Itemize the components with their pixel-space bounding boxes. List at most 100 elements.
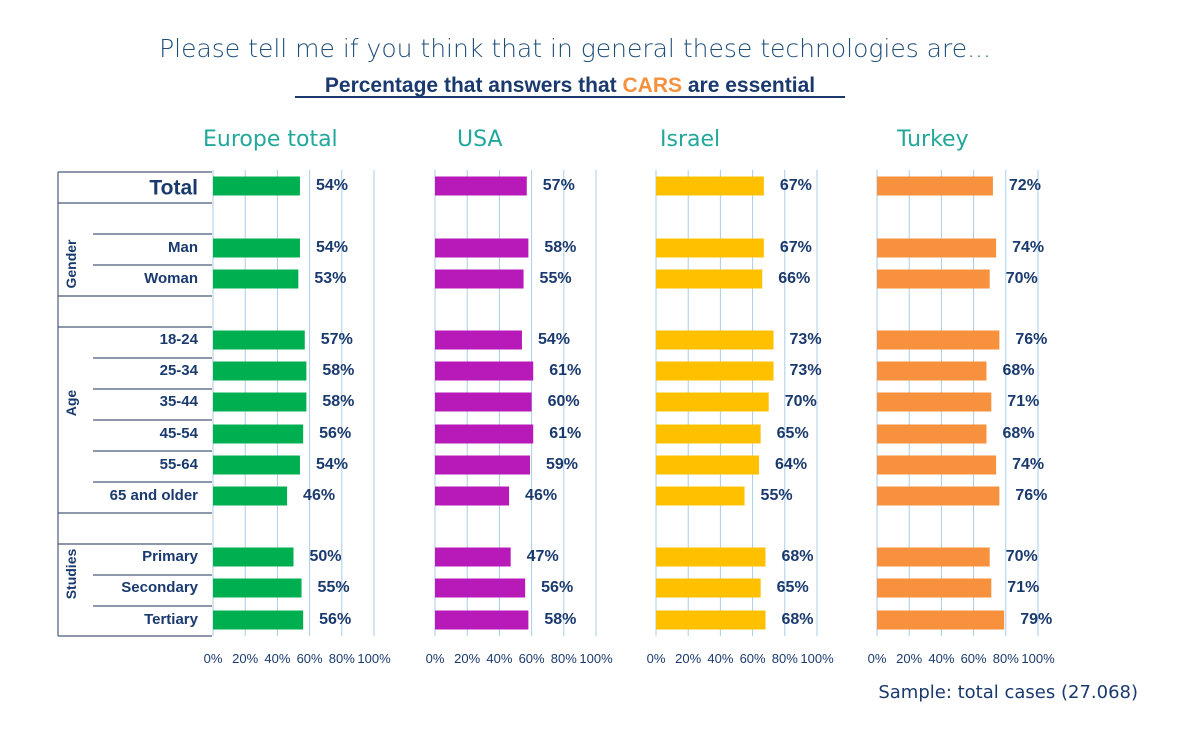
- bar: [877, 424, 987, 444]
- value-label: 59%: [546, 456, 578, 473]
- bar: [435, 486, 510, 506]
- value-label: 56%: [319, 611, 351, 628]
- bar: [435, 269, 524, 289]
- value-label: 54%: [316, 177, 348, 194]
- bar: [435, 176, 527, 196]
- bar: [656, 486, 745, 506]
- value-label: 74%: [1012, 239, 1044, 256]
- value-label: 54%: [316, 456, 348, 473]
- bar: [213, 486, 288, 506]
- x-tick-label: 20%: [896, 651, 922, 666]
- row-label: Total: [149, 177, 198, 200]
- x-tick-label: 60%: [297, 651, 323, 666]
- value-label: 55%: [318, 579, 350, 596]
- bar: [435, 238, 529, 258]
- panel-title: Turkey: [896, 127, 969, 152]
- value-label: 60%: [548, 393, 580, 410]
- value-label: 58%: [544, 611, 576, 628]
- x-tick-label: 100%: [800, 651, 834, 666]
- x-tick-label: 100%: [357, 651, 391, 666]
- row-label: 55-64: [160, 456, 199, 473]
- bar: [213, 238, 300, 258]
- row-label: Man: [168, 239, 198, 256]
- bar: [656, 610, 766, 630]
- bar: [656, 330, 774, 350]
- value-label: 68%: [781, 611, 813, 628]
- bar: [877, 330, 1000, 350]
- row-label: 65 and older: [110, 487, 199, 504]
- panel: Israel 0% 20% 40% 60% 80% 100% 67% 67% 66% 73% 73% 7…: [647, 127, 834, 666]
- sample-note: Sample: total cases (27.068): [878, 682, 1138, 703]
- bar: [213, 176, 300, 196]
- x-tick-label: 0%: [868, 651, 887, 666]
- x-tick-label: 40%: [928, 651, 954, 666]
- bar: [435, 578, 526, 598]
- panel: Turkey 0% 20% 40% 60% 80% 100% 72% 74% 70% 76% 68% 7…: [868, 127, 1055, 666]
- row-label: 25-34: [160, 362, 199, 379]
- value-label: 56%: [319, 425, 351, 442]
- x-tick-label: 80%: [772, 651, 798, 666]
- subtitle-highlight: CARS: [623, 74, 683, 97]
- value-label: 74%: [1012, 456, 1044, 473]
- value-label: 54%: [316, 239, 348, 256]
- x-tick-label: 40%: [486, 651, 512, 666]
- bar: [213, 578, 302, 598]
- bar: [213, 269, 299, 289]
- panel-title: Israel: [660, 127, 720, 152]
- x-tick-label: 0%: [204, 651, 223, 666]
- x-tick-label: 80%: [551, 651, 577, 666]
- bar: [435, 455, 530, 475]
- panel: USA 0% 20% 40% 60% 80% 100% 57% 58% 55% 54% 61% 60% 6…: [426, 127, 613, 666]
- value-label: 46%: [303, 487, 335, 504]
- value-label: 68%: [1002, 425, 1034, 442]
- value-label: 46%: [525, 487, 557, 504]
- bar: [877, 238, 997, 258]
- bar: [435, 424, 534, 444]
- plot-area: Gender Age Studies Total Man Woman 18-24 25-34 3…: [57, 127, 1055, 666]
- panel-title: Europe total: [203, 127, 338, 152]
- x-tick-label: 80%: [993, 651, 1019, 666]
- bar: [213, 455, 300, 475]
- value-label: 64%: [775, 456, 807, 473]
- value-label: 76%: [1015, 487, 1047, 504]
- bar: [877, 455, 997, 475]
- bar: [877, 547, 990, 567]
- row-label: Primary: [142, 548, 199, 565]
- x-tick-label: 60%: [519, 651, 545, 666]
- bar: [877, 392, 992, 412]
- bar: [213, 424, 304, 444]
- value-label: 70%: [785, 393, 817, 410]
- chart-title: Please tell me if you think that in gene…: [159, 34, 991, 63]
- bar: [656, 361, 774, 381]
- value-label: 61%: [549, 425, 581, 442]
- x-tick-label: 40%: [707, 651, 733, 666]
- bar: [435, 361, 534, 381]
- value-label: 70%: [1006, 270, 1038, 287]
- bar: [877, 176, 993, 196]
- x-tick-label: 100%: [1021, 651, 1055, 666]
- value-label: 66%: [778, 270, 810, 287]
- value-label: 68%: [1002, 362, 1034, 379]
- chart-subtitle: Percentage that answers that CARS are es…: [325, 74, 815, 97]
- value-label: 65%: [777, 425, 809, 442]
- value-label: 72%: [1009, 177, 1041, 194]
- subtitle-before: Percentage that answers that: [325, 74, 623, 97]
- group-label: Age: [63, 390, 79, 417]
- x-tick-label: 0%: [647, 651, 666, 666]
- row-label: Secondary: [121, 579, 198, 596]
- bar: [656, 269, 763, 289]
- row-label: Woman: [144, 270, 198, 287]
- x-tick-label: 20%: [232, 651, 258, 666]
- value-label: 58%: [322, 393, 354, 410]
- value-label: 53%: [314, 270, 346, 287]
- value-label: 71%: [1007, 393, 1039, 410]
- value-label: 76%: [1015, 331, 1047, 348]
- x-tick-label: 40%: [264, 651, 290, 666]
- row-label: Tertiary: [144, 611, 199, 628]
- bar: [213, 547, 294, 567]
- value-label: 55%: [540, 270, 572, 287]
- group-label: Studies: [63, 549, 79, 600]
- value-label: 73%: [790, 331, 822, 348]
- subtitle-after: are essential: [682, 74, 815, 97]
